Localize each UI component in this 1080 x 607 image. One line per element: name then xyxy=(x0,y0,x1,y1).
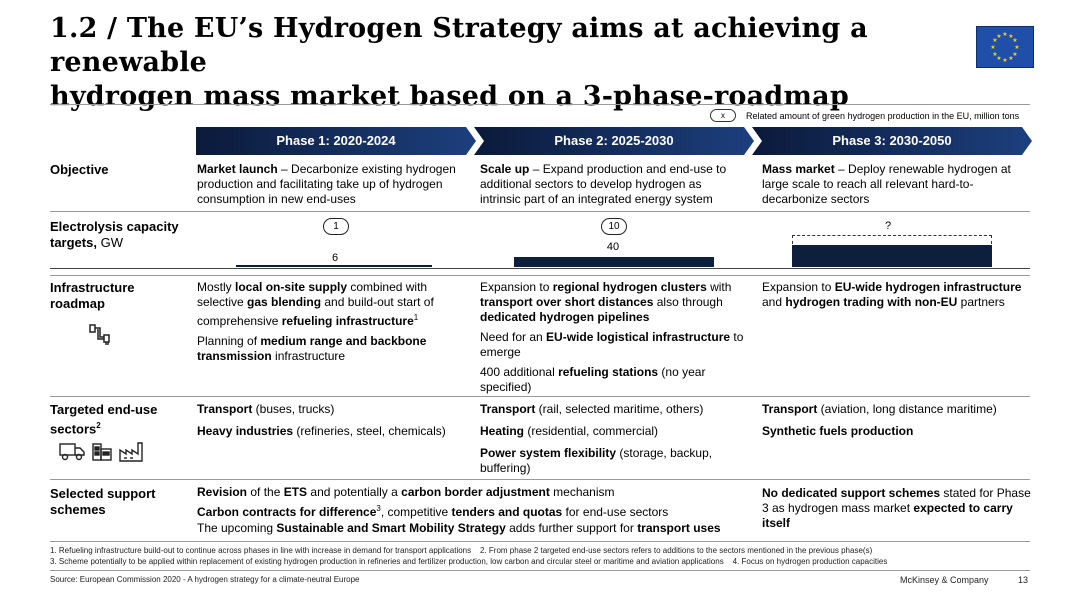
row-divider xyxy=(50,479,1030,480)
legend-text: Related amount of green hydrogen product… xyxy=(746,110,1020,121)
legend: x Related amount of green hydrogen produ… xyxy=(710,109,1019,122)
row-divider xyxy=(50,541,1030,542)
phase-3-label: Phase 3: 2030-2050 xyxy=(832,133,952,148)
svg-text:★: ★ xyxy=(990,44,995,51)
phase-2-label: Phase 2: 2025-2030 xyxy=(554,133,674,148)
electrolysis-label-unit: GW xyxy=(96,235,123,250)
phase-2-header: Phase 2: 2025-2030 xyxy=(474,127,754,155)
row-divider xyxy=(50,275,1030,276)
electrolysis-label-bold: Electrolysis capacity targets, xyxy=(50,219,179,250)
svg-text:★: ★ xyxy=(1014,44,1019,51)
footnotes: 1. Refueling infrastructure build-out to… xyxy=(50,545,1035,567)
phase-3-h2-unknown: ? xyxy=(885,220,892,232)
support-label-line1: Selected support xyxy=(50,486,156,501)
factory-icon xyxy=(119,440,145,462)
objective-phase-3-text: – Deploy renewable hydrogen at large sca… xyxy=(762,162,1011,206)
svg-text:★: ★ xyxy=(1008,33,1013,40)
row-label-infrastructure: Infrastructure roadmap xyxy=(50,280,135,312)
phase-1-capacity-bar xyxy=(236,265,432,267)
objective-phase-2: Scale up – Expand production and end-use… xyxy=(480,162,742,207)
phase-2-capacity-value: 40 xyxy=(606,241,620,253)
eu-flag-icon: ★ ★ ★ ★ ★ ★ ★ ★ ★ ★ ★ ★ xyxy=(976,26,1034,68)
svg-text:★: ★ xyxy=(996,55,1001,62)
support-phase-3: No dedicated support schemes stated for … xyxy=(762,486,1031,530)
objective-phase-1: Market launch – Decarbonize existing hyd… xyxy=(197,162,469,207)
phase-2-capacity-bar xyxy=(514,257,714,267)
svg-text:★: ★ xyxy=(996,33,1001,40)
truck-icon xyxy=(59,440,85,462)
company-name: McKinsey & Company xyxy=(900,575,989,585)
footnote-1: 1. Refueling infrastructure build-out to… xyxy=(50,546,472,555)
svg-text:★: ★ xyxy=(1002,31,1007,38)
chart-baseline xyxy=(50,268,1030,269)
enduse-phase-2: Transport (rail, selected maritime, othe… xyxy=(480,402,713,475)
phase-3-capacity-bracket xyxy=(792,235,992,244)
support-label-line2: schemes xyxy=(50,502,106,517)
objective-phase-3-head: Mass market xyxy=(762,162,835,176)
row-label-electrolysis: Electrolysis capacity targets, GW xyxy=(50,219,190,251)
phase-3-header: Phase 3: 2030-2050 xyxy=(752,127,1032,155)
source-note: Source: European Commission 2020 - A hyd… xyxy=(50,575,360,584)
footnote-4: 4. Focus on hydrogen production capaciti… xyxy=(732,557,888,566)
enduse-icons xyxy=(59,440,145,462)
phase-1-header: Phase 1: 2020-2024 xyxy=(196,127,476,155)
legend-symbol: x xyxy=(710,109,736,122)
row-label-enduse: Targeted end-use sectors2 xyxy=(50,402,157,437)
phase-1-label: Phase 1: 2020-2024 xyxy=(276,133,396,148)
page-title-line2: hydrogen mass market based on a 3-phase-… xyxy=(50,81,849,112)
pipe-connector-icon xyxy=(88,323,112,347)
support-phase-1-2: Revision of the ETS and potentially a ca… xyxy=(197,485,721,535)
footer-divider xyxy=(50,570,1030,571)
row-label-support: Selected support schemes xyxy=(50,486,155,518)
enduse-label-line2: sectors xyxy=(50,421,97,437)
enduse-label-sup: 2 xyxy=(96,421,101,430)
footnote-2: 2. From phase 2 targeted end-use sectors… xyxy=(480,546,873,555)
row-divider xyxy=(50,396,1030,397)
svg-text:★: ★ xyxy=(1012,51,1017,58)
infrastructure-label-line1: Infrastructure xyxy=(50,280,135,295)
row-divider xyxy=(50,211,1030,212)
objective-phase-2-head: Scale up xyxy=(480,162,530,176)
enduse-phase-3: Transport (aviation, long distance marit… xyxy=(762,402,997,438)
objective-phase-1-text: – Decarbonize existing hydrogen producti… xyxy=(197,162,456,206)
infrastructure-phase-3: Expansion to EU-wide hydrogen infrastruc… xyxy=(762,280,1022,309)
enduse-label-line1: Targeted end-use xyxy=(50,402,158,417)
objective-phase-3: Mass market – Deploy renewable hydrogen … xyxy=(762,162,1030,207)
svg-text:★: ★ xyxy=(1012,37,1017,44)
objective-phase-2-text: – Expand production and end-use to addit… xyxy=(480,162,727,206)
infrastructure-phase-2: Expansion to regional hydrogen clusters … xyxy=(480,280,744,394)
svg-text:★: ★ xyxy=(1002,57,1007,64)
building-icon xyxy=(91,440,113,462)
phase-1-h2-oval: 1 xyxy=(323,218,349,235)
objective-phase-1-head: Market launch xyxy=(197,162,278,176)
phase-2-h2-oval: 10 xyxy=(601,218,627,235)
svg-text:★: ★ xyxy=(992,51,997,58)
svg-text:★: ★ xyxy=(992,37,997,44)
svg-text:★: ★ xyxy=(1008,55,1013,62)
title-divider xyxy=(50,104,1030,105)
footnote-3: 3. Scheme potentially to be applied with… xyxy=(50,557,724,566)
page-title-line1: 1.2 / The EU’s Hydrogen Strategy aims at… xyxy=(50,13,868,78)
page-title: 1.2 / The EU’s Hydrogen Strategy aims at… xyxy=(50,12,950,114)
phase-1-capacity-value: 6 xyxy=(331,252,339,264)
row-label-objective: Objective xyxy=(50,162,109,177)
enduse-phase-1: Transport (buses, trucks) Heavy industri… xyxy=(197,402,446,438)
phase-3-capacity-bar xyxy=(792,245,992,267)
infrastructure-phase-1: Mostly local on-site supply combined wit… xyxy=(197,280,434,363)
page-number: 13 xyxy=(1018,575,1029,585)
infrastructure-label-line2: roadmap xyxy=(50,296,105,311)
